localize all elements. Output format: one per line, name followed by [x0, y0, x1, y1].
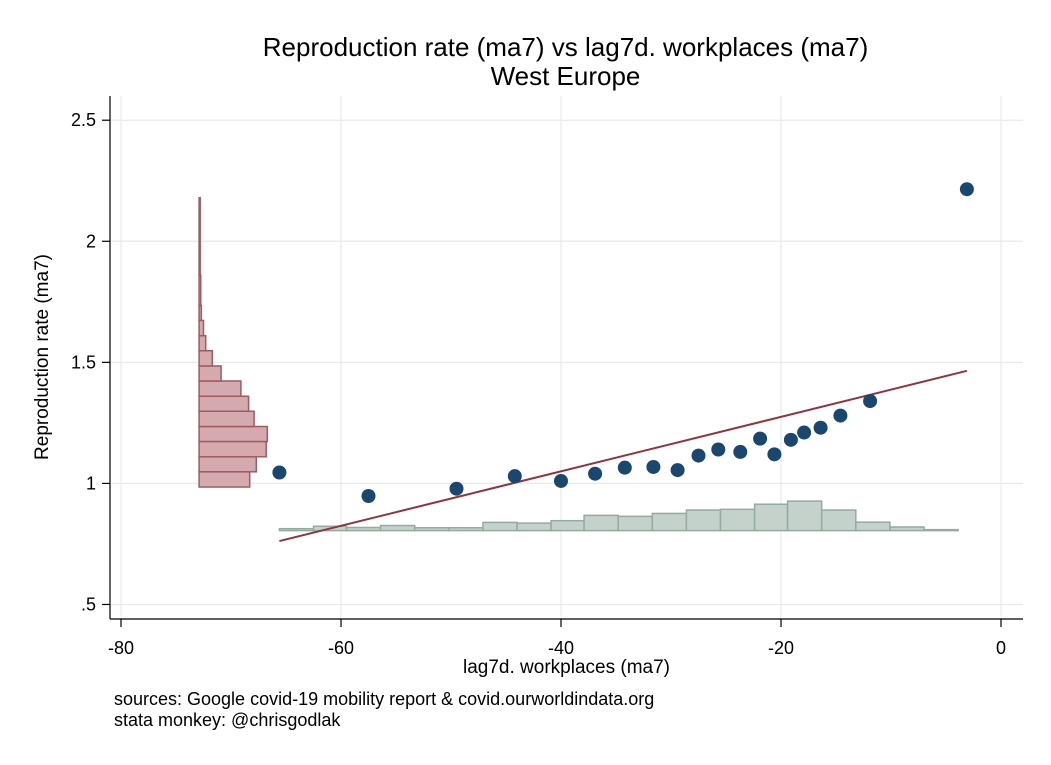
data-point-7 [646, 459, 661, 474]
y-hist-bar-10 [198, 319, 205, 337]
y-tick-label-3: 2 [86, 231, 96, 251]
y-tick-label-1: 1 [86, 473, 96, 493]
y-hist-bar-6 [198, 380, 242, 397]
y-hist-bar-5 [198, 395, 250, 413]
data-point-9 [691, 448, 706, 463]
data-point-2 [449, 481, 464, 496]
data-point-18 [863, 394, 878, 409]
x-hist-bar-11 [651, 512, 688, 532]
x-tick-label-1: -60 [328, 638, 354, 658]
sources-note: sources: Google covid-19 mobility report… [114, 689, 655, 709]
chart-subtitle: West Europe [490, 61, 641, 91]
data-point-19 [959, 182, 974, 197]
x-axis-label: lag7d. workplaces (ma7) [463, 657, 670, 678]
chart-title: Reproduction rate (ma7) vs lag7d. workpl… [262, 32, 869, 62]
y-hist-bar-11 [198, 304, 203, 322]
y-hist-bar-12 [198, 274, 202, 307]
x-hist-bar-10 [617, 515, 654, 532]
x-histogram [278, 500, 959, 532]
x-hist-bar-12 [685, 509, 722, 532]
x-tick-label-4: 0 [996, 638, 1006, 658]
x-hist-bar-6 [482, 521, 518, 532]
y-hist-bar-9 [198, 334, 207, 352]
scatter-points [272, 182, 974, 503]
data-point-8 [670, 463, 685, 478]
x-hist-bar-14 [753, 503, 789, 532]
x-hist-bar-18 [889, 526, 925, 532]
y-hist-bar-0 [198, 471, 251, 488]
y-hist-bar-3 [198, 425, 269, 443]
data-point-0 [272, 465, 287, 480]
x-hist-bar-16 [820, 509, 857, 532]
y-axis-label: Reproduction rate (ma7) [32, 254, 53, 460]
data-point-3 [507, 469, 522, 484]
data-point-12 [753, 431, 768, 446]
tick-labels: -80 -60 -40 -20 0 .5 1 1.5 2 2.5 [71, 110, 1006, 658]
y-hist-bar-1 [198, 456, 258, 473]
credit-note: stata monkey: @chrisgodlak [114, 710, 341, 730]
x-hist-bar-19 [923, 528, 959, 532]
x-tick-label-2: -40 [548, 638, 574, 658]
x-hist-bar-15 [786, 500, 823, 532]
x-hist-bar-2 [345, 526, 382, 532]
data-point-13 [767, 447, 782, 462]
grid-lines [110, 96, 1023, 619]
x-hist-bar-8 [550, 519, 585, 532]
y-hist-bar-2 [198, 440, 267, 458]
y-tick-label-2: 1.5 [71, 352, 96, 372]
x-hist-bar-4 [413, 526, 450, 532]
x-hist-bar-13 [719, 508, 756, 532]
data-point-6 [617, 460, 632, 475]
fit-line-group [279, 369, 968, 543]
axes [102, 96, 1023, 627]
data-point-1 [361, 488, 376, 503]
x-hist-bar-17 [855, 521, 891, 532]
x-hist-bar-5 [448, 526, 484, 532]
y-histogram [198, 196, 269, 488]
fit-line [279, 369, 968, 543]
y-tick-label-0: .5 [81, 594, 96, 614]
y-tick-label-4: 2.5 [71, 110, 96, 130]
data-point-15 [797, 425, 812, 440]
y-hist-bar-8 [198, 349, 214, 367]
x-hist-bar-3 [379, 524, 416, 532]
x-tick-label-0: -80 [108, 638, 134, 658]
data-point-11 [733, 444, 748, 459]
y-hist-bar-13 [198, 196, 201, 276]
data-point-5 [588, 466, 603, 481]
x-hist-bar-0 [278, 527, 315, 532]
x-hist-bar-9 [583, 514, 619, 532]
data-point-17 [833, 408, 848, 423]
data-point-14 [783, 432, 798, 447]
x-hist-bar-7 [516, 522, 552, 532]
data-point-4 [554, 473, 568, 488]
y-hist-bar-7 [198, 365, 222, 382]
x-tick-label-3: -20 [768, 638, 794, 658]
data-point-10 [711, 442, 726, 457]
y-hist-bar-4 [198, 410, 255, 428]
data-point-16 [813, 420, 828, 435]
